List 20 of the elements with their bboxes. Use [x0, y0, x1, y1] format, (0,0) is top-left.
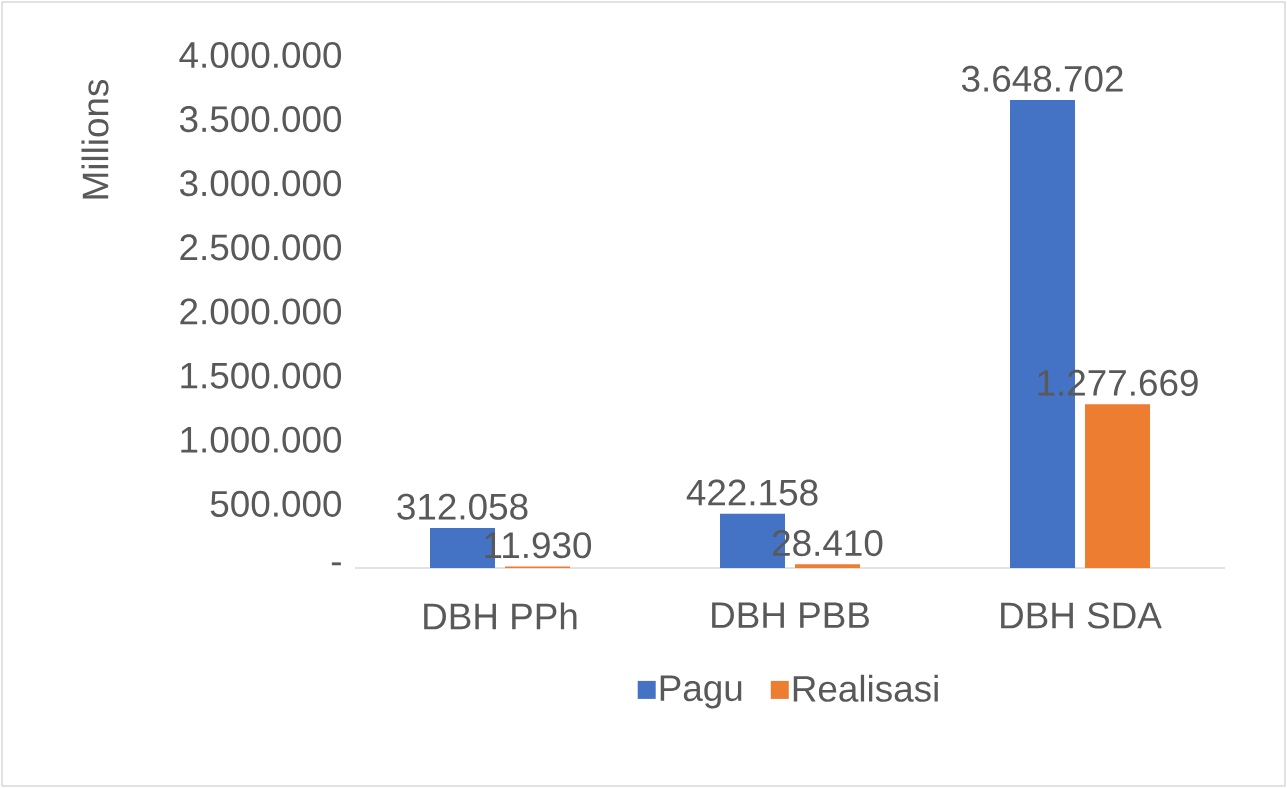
y-tick-label: 3.500.000: [179, 106, 342, 133]
data-label: 422.158: [686, 479, 818, 506]
y-tick-label: 2.000.000: [180, 298, 342, 325]
y-tick-label: 3.000.000: [179, 170, 342, 197]
data-label: 3.648.702: [961, 65, 1123, 92]
legend-label: Pagu: [660, 675, 742, 709]
bar: [795, 564, 861, 568]
bar: [1085, 404, 1151, 568]
data-label: 312.058: [397, 493, 528, 520]
y-tick-label: -: [331, 562, 341, 566]
y-tick-label: 500.000: [210, 490, 342, 517]
y-tick-label: 4.000.000: [179, 41, 342, 69]
x-tick-label: DBH PPh: [424, 602, 577, 630]
x-tick-label: DBH SDA: [1001, 602, 1162, 629]
legend-label: Realisasi: [793, 674, 938, 702]
y-axis-title: Millions: [81, 79, 109, 199]
y-tick-label: 1.000.000: [181, 426, 342, 453]
x-tick-label: DBH PBB: [712, 602, 869, 628]
y-tick-label: 2.500.000: [180, 234, 342, 261]
y-tick-label: 1.500.000: [181, 362, 342, 389]
